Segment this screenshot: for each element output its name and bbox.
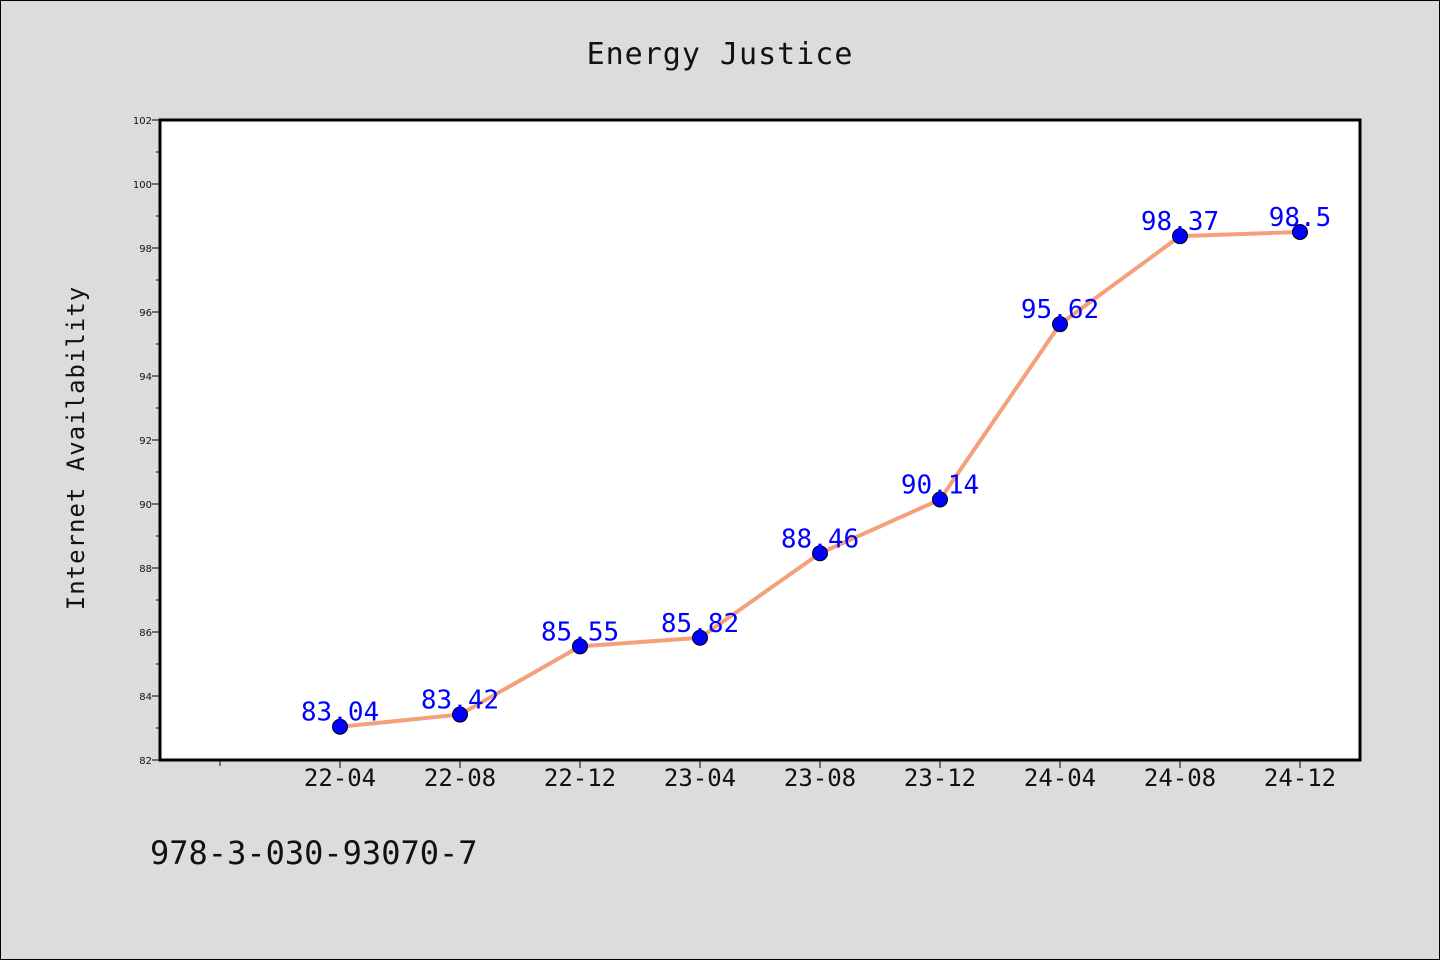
x-tick-label: 22-08 [424, 764, 496, 792]
y-tick-label: 84 [139, 692, 152, 703]
chart-title: Energy Justice [587, 37, 854, 72]
x-tick-label: 22-04 [304, 764, 376, 792]
y-tick-label: 92 [139, 436, 152, 447]
x-tick-label: 23-08 [784, 764, 856, 792]
data-point-marker [812, 545, 828, 562]
y-tick-label: 88 [139, 564, 152, 575]
x-tick-label: 24-12 [1264, 764, 1336, 792]
data-point-marker [452, 706, 468, 723]
y-tick-label: 82 [139, 756, 152, 767]
x-tick-label: 24-08 [1144, 764, 1216, 792]
data-label: 85.55 [541, 617, 619, 647]
data-labels-group: 83.04 83.42 85.55 85.82 88.46 90.14 95.62 98.37… [301, 203, 1331, 728]
y-tick-label: 86 [139, 628, 152, 639]
plot-area [158, 118, 1362, 762]
x-axis-ticks: 22-04 22-08 22-12 23-04 23-08 23-12 24-04 24-08… [219, 760, 1336, 792]
data-label: 83.04 [301, 698, 379, 728]
data-point-marker [1052, 316, 1068, 333]
data-label: 95.62 [1021, 295, 1099, 325]
x-tick-label: 24-04 [1024, 764, 1096, 792]
data-point-marker [332, 718, 348, 735]
data-point-marker [692, 629, 708, 646]
data-label: 98.5 [1269, 203, 1332, 233]
x-tick-label: 23-04 [664, 764, 736, 792]
isbn-footer: 978-3-030-93070-7 [150, 834, 478, 872]
y-axis-ticks: 82 84 86 88 90 92 94 96 98 100 102 [133, 116, 160, 767]
data-label: 90.14 [901, 471, 979, 501]
data-label: 88.46 [781, 524, 859, 554]
data-point-marker [932, 491, 948, 508]
data-point-marker [1292, 224, 1308, 240]
data-label: 83.42 [421, 686, 499, 716]
data-label: 98.37 [1141, 207, 1219, 237]
y-tick-label: 96 [139, 308, 152, 319]
y-tick-label: 102 [133, 116, 152, 127]
y-tick-label: 94 [139, 372, 152, 383]
series-line-group [332, 224, 1308, 735]
y-tick-label: 98 [139, 244, 152, 255]
data-point-marker [1172, 228, 1188, 245]
data-point-marker [572, 638, 588, 655]
data-label: 85.82 [661, 609, 739, 639]
y-tick-label: 90 [139, 500, 152, 511]
x-tick-label: 22-12 [544, 764, 616, 792]
x-tick-label: 23-12 [904, 764, 976, 792]
y-axis-label: Internet Availability [62, 286, 90, 610]
y-tick-label: 100 [133, 180, 152, 191]
